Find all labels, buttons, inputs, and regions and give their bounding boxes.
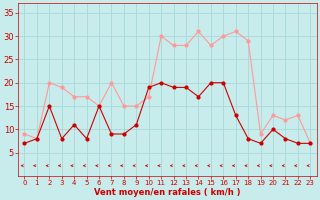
X-axis label: Vent moyen/en rafales ( km/h ): Vent moyen/en rafales ( km/h ) [94, 188, 241, 197]
